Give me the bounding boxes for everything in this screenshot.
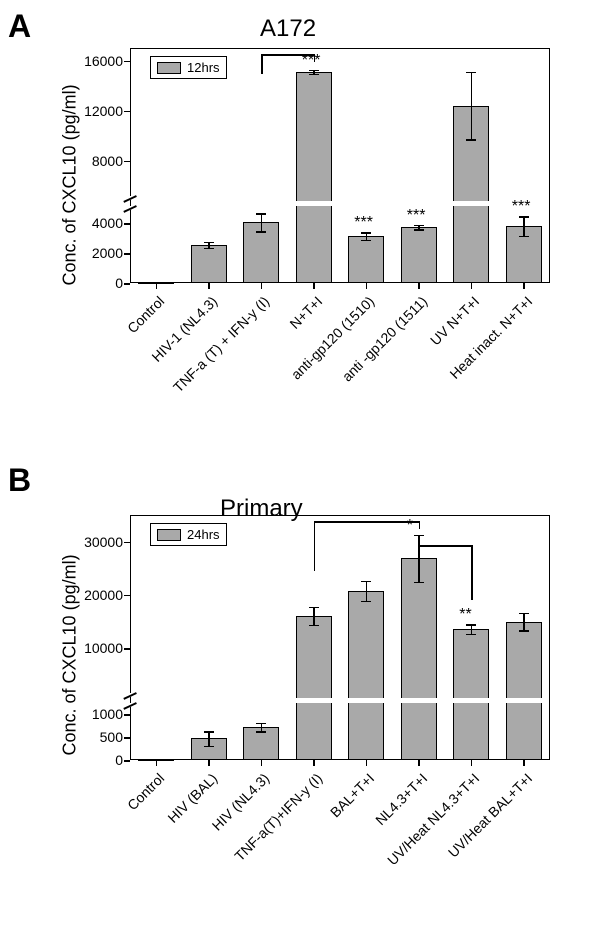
bar <box>191 245 227 283</box>
y-tick-label: 30000 <box>75 534 123 550</box>
legend-text: 12hrs <box>187 60 220 75</box>
legend-swatch <box>157 529 181 541</box>
x-category-label: Heat inact. N+T+I <box>418 293 535 410</box>
significance-label: *** <box>512 198 531 216</box>
bar <box>401 558 437 760</box>
panel-a: A A172 Conc. of CXCL10 (pg/ml) 800012000… <box>0 0 600 460</box>
y-tick-label: 0 <box>75 275 123 291</box>
panel-a-title: A172 <box>260 15 316 43</box>
y-tick-label: 0 <box>75 752 123 768</box>
y-tick-label: 16000 <box>75 53 123 69</box>
panel-b-label: B <box>8 462 31 499</box>
bar <box>348 591 384 760</box>
bar <box>296 616 332 760</box>
bar <box>401 227 437 283</box>
significance-label: * <box>407 517 413 535</box>
significance-label: *** <box>407 207 426 225</box>
y-tick-label: 10000 <box>75 640 123 656</box>
panel-a-label: A <box>8 8 31 45</box>
y-tick-label: 20000 <box>75 587 123 603</box>
legend-swatch <box>157 62 181 74</box>
legend: 24hrs <box>150 523 227 546</box>
y-tick-label: 2000 <box>75 245 123 261</box>
legend-text: 24hrs <box>187 527 220 542</box>
y-tick-label: 12000 <box>75 103 123 119</box>
bar <box>453 629 489 760</box>
significance-label: *** <box>354 214 373 232</box>
y-tick-label: 1000 <box>75 706 123 722</box>
significance-label: ** <box>459 606 471 624</box>
y-tick-label: 8000 <box>75 153 123 169</box>
bar <box>348 236 384 283</box>
bar <box>296 72 332 283</box>
bar <box>506 622 542 760</box>
y-tick-label: 500 <box>75 729 123 745</box>
panel-b: B Primary Conc. of CXCL10 (pg/ml) 100002… <box>0 460 600 937</box>
legend: 12hrs <box>150 56 227 79</box>
x-category-label: UV/Heat BAL+T+I <box>418 770 535 887</box>
y-tick-label: 4000 <box>75 215 123 231</box>
